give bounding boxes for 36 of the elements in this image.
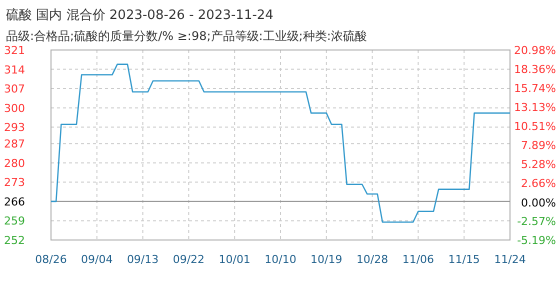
- x-tick-label: 10/28: [356, 253, 388, 266]
- y2-tick-label: 5.28%: [521, 158, 556, 171]
- x-tick-label: 10/19: [310, 253, 342, 266]
- x-tick-label: 11/24: [494, 253, 526, 266]
- y-tick-label: 259: [4, 214, 25, 228]
- line-series: [50, 64, 511, 223]
- y2-tick-label: 10.51%: [514, 120, 556, 134]
- y-tick-label: 252: [4, 234, 25, 247]
- y2-tick-label: 20.98%: [514, 44, 556, 57]
- chart-title: 硫酸 国内 混合价 2023-08-26 - 2023-11-24: [6, 8, 274, 23]
- y2-tick-label: -5.19%: [517, 234, 556, 247]
- x-tick-label: 10/01: [218, 253, 250, 266]
- x-tick-label: 08/26: [35, 253, 67, 266]
- chart-subtitle: 品级:合格品;硫酸的质量分数/% ≥:98;产品等级:工业级;种类:浓硫酸: [6, 29, 367, 43]
- x-tick-label: 09/22: [172, 253, 205, 266]
- x-tick-label: 10/10: [264, 253, 296, 266]
- y2-tick-label: 13.13%: [514, 100, 556, 114]
- y2-tick-label: 7.89%: [521, 139, 556, 152]
- y-tick-label: 307: [4, 82, 25, 96]
- y2-tick-label: 2.66%: [521, 177, 556, 190]
- y-tick-label: 321: [4, 44, 25, 57]
- y2-tick-label: -2.57%: [517, 214, 556, 228]
- y2-tick-label: 18.36%: [514, 63, 556, 76]
- y-tick-label: 314: [4, 63, 25, 76]
- y-tick-label: 300: [4, 102, 25, 115]
- y-tick-label: 273: [4, 176, 25, 190]
- y2-tick-label: 15.74%: [514, 82, 556, 96]
- x-tick-label: 09/13: [126, 253, 159, 266]
- y2-tick-label: 0.00%: [521, 196, 556, 210]
- y-tick-label: 280: [4, 156, 25, 170]
- y-tick-label: 293: [4, 121, 25, 134]
- x-tick-label: 11/06: [402, 253, 434, 266]
- y-tick-label: 287: [4, 138, 25, 151]
- x-tick-label: 09/04: [81, 253, 113, 266]
- y-tick-label: 266: [4, 195, 25, 208]
- x-tick-label: 11/15: [448, 253, 480, 266]
